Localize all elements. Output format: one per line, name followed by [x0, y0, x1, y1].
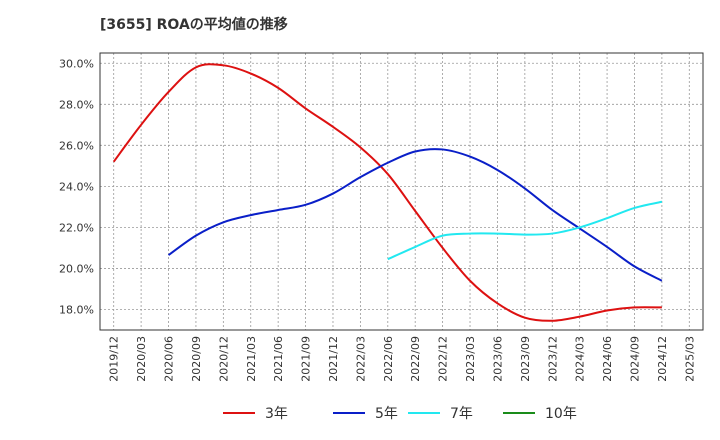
x-tick-label: 2020/09: [190, 336, 203, 382]
x-tick-label: 2023/12: [546, 336, 559, 382]
x-tick-label: 2023/03: [464, 336, 477, 382]
y-tick-label: 18.0%: [59, 303, 94, 316]
y-tick-label: 22.0%: [59, 221, 94, 234]
grid: [100, 53, 703, 330]
x-tick-label: 2021/06: [272, 336, 285, 382]
x-tick-label: 2022/03: [354, 336, 367, 382]
plot-frame: [99, 52, 704, 331]
legend-label: 10年: [545, 406, 577, 422]
legend-label: 7年: [450, 406, 473, 422]
x-tick-label: 2022/06: [382, 336, 395, 382]
x-tick-label: 2022/09: [409, 336, 422, 382]
x-tick-label: 2021/09: [300, 336, 313, 382]
x-tick-label: 2025/03: [683, 336, 696, 382]
x-tick-label: 2024/12: [656, 336, 669, 382]
y-tick-label: 28.0%: [59, 98, 94, 111]
x-tick-label: 2023/09: [519, 336, 532, 382]
legend-label: 5年: [375, 406, 398, 422]
x-tick-label: 2024/06: [601, 336, 614, 382]
x-tick-label: 2019/12: [108, 336, 121, 382]
y-tick-label: 24.0%: [59, 180, 94, 193]
y-axis-ticks: 18.0% 20.0% 22.0% 24.0% 26.0% 28.0% 30.0%: [59, 57, 94, 316]
legend: 3年 5年 7年 10年: [223, 406, 577, 422]
y-tick-label: 26.0%: [59, 139, 94, 152]
series-line-7年: [387, 200, 663, 261]
x-tick-label: 2020/12: [217, 336, 230, 382]
legend-label: 3年: [265, 406, 288, 422]
series-lines: [112, 63, 663, 322]
x-tick-label: 2022/12: [437, 336, 450, 382]
x-tick-label: 2020/03: [135, 336, 148, 382]
x-axis-ticks: 2019/12 2020/03 2020/06 2020/09 2020/12 2021/…: [108, 336, 697, 382]
x-tick-label: 2020/06: [163, 336, 176, 382]
x-tick-label: 2021/03: [245, 336, 258, 382]
series-line-3年: [112, 63, 662, 322]
y-tick-label: 20.0%: [59, 262, 94, 275]
y-tick-label: 30.0%: [59, 57, 94, 70]
x-tick-label: 2021/12: [327, 336, 340, 382]
x-tick-label: 2023/06: [491, 336, 504, 382]
x-tick-label: 2024/09: [628, 336, 641, 382]
x-tick-label: 2024/03: [574, 336, 587, 382]
chart-title: [3655] ROAの平均値の推移: [100, 16, 288, 33]
